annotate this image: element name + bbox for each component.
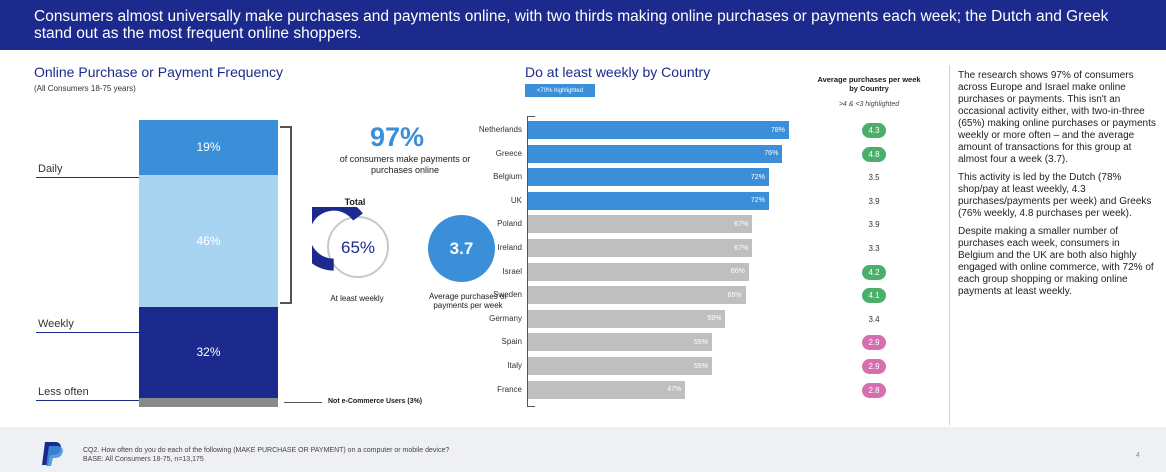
big-percentage: 97% (370, 122, 425, 152)
daily-segment: 19% (139, 120, 278, 175)
country-label-italy: Italy (507, 361, 522, 370)
page-number: 4 (1136, 452, 1140, 459)
weekly-donut-chart: 65% (312, 207, 389, 278)
donut-arc (312, 207, 363, 271)
commentary-panel: The research shows 97% of consumers acro… (958, 70, 1156, 304)
less-often-divider (36, 400, 139, 401)
weekly-segment: 46% (139, 174, 278, 307)
commentary-paragraph-3: Despite making a smaller number of purch… (958, 226, 1154, 297)
country-bar-france: 47% (528, 380, 686, 399)
weekly-divider (36, 332, 139, 333)
avg-value-netherlands: 4.3 (862, 123, 886, 138)
country-bar-poland: 67% (528, 215, 753, 234)
country-bar-israel: 66% (528, 262, 749, 281)
avg-value-belgium: 3.5 (868, 173, 880, 183)
vertical-divider (949, 65, 950, 425)
daily-divider (36, 177, 139, 178)
avg-value-poland: 3.9 (868, 220, 880, 230)
paypal-logo-icon (42, 442, 63, 466)
country-label-greece: Greece (495, 148, 522, 158)
country-bar-spain: 55% (528, 333, 713, 352)
country-bar-belgium: 72% (528, 168, 769, 187)
avg-by-country-header: Average purchases per week by Country (817, 75, 921, 93)
avg-value-france: 2.8 (862, 382, 886, 398)
commentary-paragraph-2: This activity is led by the Dutch (78% s… (958, 172, 1152, 219)
country-bar-germany: 59% (528, 309, 726, 328)
country-axis-top-cap (527, 116, 535, 117)
country-label-ireland: Ireland (497, 243, 522, 252)
page-title: Consumers almost universally make purcha… (34, 8, 1109, 42)
avg-value-spain: 2.9 (862, 335, 886, 351)
less-often-value: 32% (196, 345, 221, 360)
country-bar-sweden: 65% (528, 286, 746, 305)
country-section-title: Do at least weekly by Country (525, 64, 711, 80)
not-ecommerce-segment (139, 398, 278, 407)
avg-value-greece: 4.8 (862, 146, 886, 162)
avg-value-uk: 3.9 (868, 196, 880, 206)
country-bar-ireland: 67% (528, 239, 753, 257)
country-bar-greece: 76% (528, 144, 783, 163)
country-label-france: France (497, 384, 522, 394)
header-banner: Consumers almost universally make purcha… (0, 0, 1166, 50)
country-bar-italy: 55% (528, 357, 713, 375)
avg-value-italy: 2.9 (862, 359, 886, 374)
country-label-germany: Germany (489, 313, 522, 323)
footer-base: BASE: All Consumers 18-75, n=13,175 (83, 456, 204, 463)
country-label-poland: Poland (497, 219, 522, 229)
country-bar-uk: 72% (528, 191, 769, 210)
avg-value-ireland: 3.3 (868, 244, 880, 253)
avg-value-sweden: 4.1 (862, 288, 886, 304)
daily-value: 19% (196, 140, 221, 155)
avg-highlight-note: >4 & <3 highlighted (838, 101, 900, 108)
country-label-uk: UK (510, 195, 522, 205)
average-purchases-caption: Average purchases or payments per week (428, 292, 508, 310)
avg-value-germany: 3.4 (868, 314, 880, 324)
footer-question: CQ2. How often do you do each of the fol… (83, 447, 450, 454)
big-percentage-caption: of consumers make payments or purchases … (339, 154, 471, 175)
weekly-label: Weekly (38, 318, 74, 330)
footer: CQ2. How often do you do each of the fol… (0, 427, 1166, 472)
weekly-value: 46% (196, 233, 221, 248)
less-often-segment: 32% (139, 306, 278, 399)
country-label-spain: Spain (501, 337, 522, 347)
online-bracket (280, 126, 292, 304)
average-purchases-circle: 3.7 (428, 215, 495, 282)
country-label-israel: Israel (502, 266, 522, 276)
country-axis (527, 116, 528, 407)
not-ecommerce-leader (284, 402, 322, 403)
commentary-paragraph-1: The research shows 97% of consumers acro… (958, 70, 1156, 165)
highlight-badge: <70% highlighted (525, 84, 595, 97)
donut-value: 65% (341, 238, 375, 257)
not-ecommerce-label: Not e-Commerce Users (3%) (328, 398, 423, 405)
country-bar-netherlands: 78% (528, 121, 789, 139)
less-often-label: Less often (38, 386, 89, 398)
donut-caption: At least weekly (330, 294, 384, 303)
total-label: Total (344, 197, 366, 207)
country-label-belgium: Belgium (493, 172, 522, 182)
country-label-sweden: Sweden (493, 290, 522, 300)
frequency-stacked-bar: 19% 46% 32% (139, 120, 278, 407)
average-purchases-value: 3.7 (449, 238, 474, 258)
frequency-section-subtitle: (All Consumers 18-75 years) (34, 84, 136, 93)
avg-value-israel: 4.2 (862, 264, 886, 280)
country-axis-bottom-cap (527, 406, 535, 407)
country-label-netherlands: Netherlands (478, 125, 522, 134)
daily-label: Daily (38, 163, 63, 175)
frequency-section-title: Online Purchase or Payment Frequency (34, 64, 284, 80)
